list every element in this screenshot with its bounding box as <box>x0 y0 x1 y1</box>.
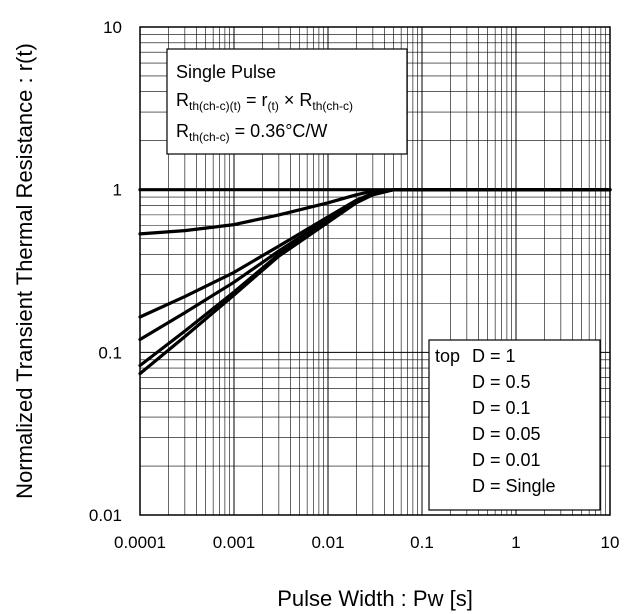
legend-entry-1: D = 1 <box>472 346 516 366</box>
y-tick-label: 10 <box>103 18 122 37</box>
y-axis-title: Normalized Transient Thermal Resistance … <box>12 43 37 499</box>
legend-entry-6: D = Single <box>472 476 556 496</box>
y-tick-label: 0.01 <box>89 506 122 525</box>
y-tick-label: 1 <box>113 181 122 200</box>
legend-entry-5: D = 0.01 <box>472 450 541 470</box>
info-line-3: Rth(ch-c) = 0.36°C/W <box>176 121 327 144</box>
legend-frame <box>428 339 601 511</box>
info-line-2: Rth(ch-c)(t) = r(t) × Rth(ch-c) <box>176 90 353 113</box>
legend: top D = 1 D = 0.5 D = 0.1 D = 0.05 D = 0… <box>428 339 601 511</box>
x-tick-label: 0.1 <box>410 533 434 552</box>
info-box: Single Pulse Rth(ch-c)(t) = r(t) × Rth(c… <box>166 48 408 155</box>
curves <box>138 188 612 376</box>
legend-entry-2: D = 0.5 <box>472 372 531 392</box>
x-axis-title: Pulse Width : Pw [s] <box>277 586 473 611</box>
x-tick-label: 0.01 <box>311 533 344 552</box>
series-line-6 <box>138 188 612 376</box>
x-tick-labels: 0.0001 0.001 0.01 0.1 1 10 <box>114 533 619 552</box>
legend-entry-4: D = 0.05 <box>472 424 541 444</box>
y-tick-label: 0.1 <box>98 343 122 362</box>
info-line-1: Single Pulse <box>176 62 276 82</box>
x-tick-label: 10 <box>601 533 620 552</box>
series-line-4 <box>138 188 612 342</box>
legend-prefix: top <box>435 346 460 366</box>
info-box-frame <box>166 48 408 155</box>
series-line-2 <box>138 188 612 236</box>
series-line-5 <box>138 188 612 368</box>
plot-frame <box>139 26 611 516</box>
x-tick-label: 1 <box>511 533 520 552</box>
y-tick-labels: 0.01 0.1 1 10 <box>89 18 122 525</box>
x-tick-label: 0.0001 <box>114 533 166 552</box>
legend-entry-3: D = 0.1 <box>472 398 531 418</box>
x-tick-label: 0.001 <box>213 533 256 552</box>
